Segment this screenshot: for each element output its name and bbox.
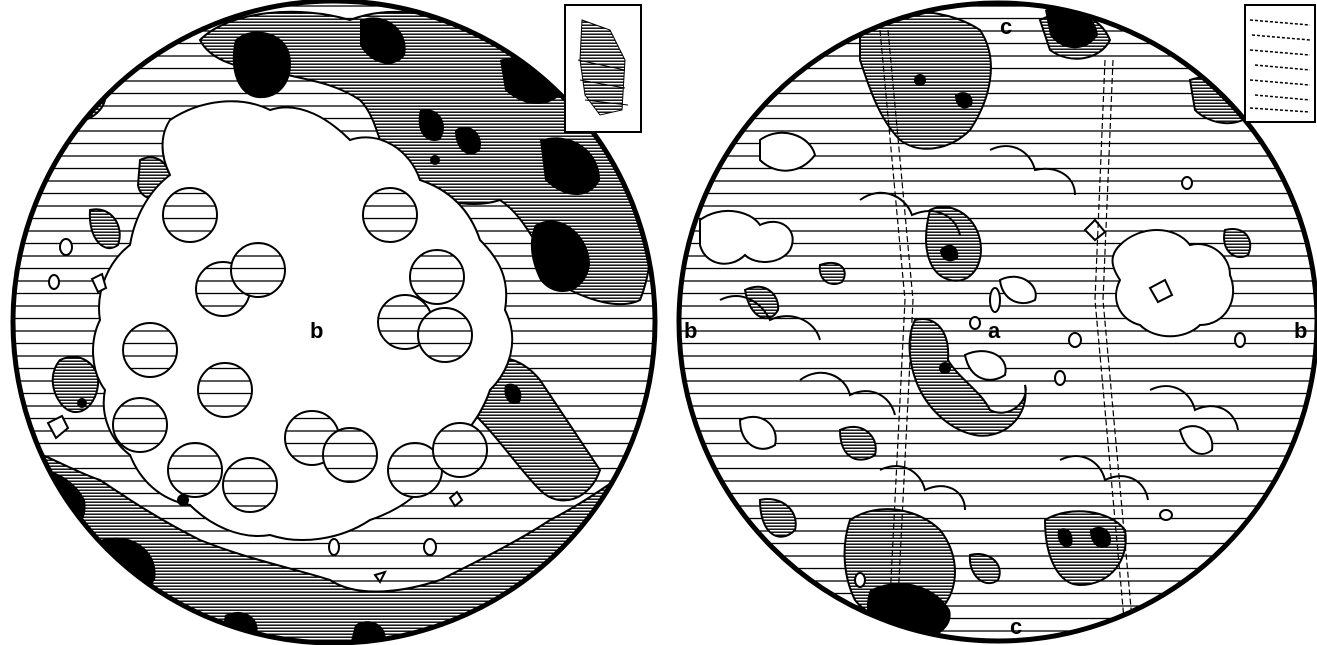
left-section-outline — [10, 0, 658, 645]
right-inset-thumbnail — [1244, 4, 1316, 123]
right-label-b-right: b — [1294, 318, 1307, 343]
right-label-b-left: b — [684, 318, 697, 343]
left-grain-circles — [112, 187, 488, 513]
right-grain-boundaries — [719, 145, 1239, 511]
left-label-b: b — [310, 318, 323, 343]
right-fracture-lines — [879, 29, 1134, 631]
right-section-outline — [676, 0, 1317, 644]
right-small-voids — [854, 176, 1246, 588]
right-thin-section: a b b c c — [679, 3, 1317, 641]
left-small-voids — [46, 238, 464, 584]
right-pore-space — [699, 131, 1235, 455]
right-label-c-top: c — [1000, 14, 1012, 39]
right-label-c-bottom: c — [1010, 614, 1022, 639]
right-label-a: a — [988, 318, 1001, 343]
left-inset-thumbnail — [564, 4, 642, 133]
